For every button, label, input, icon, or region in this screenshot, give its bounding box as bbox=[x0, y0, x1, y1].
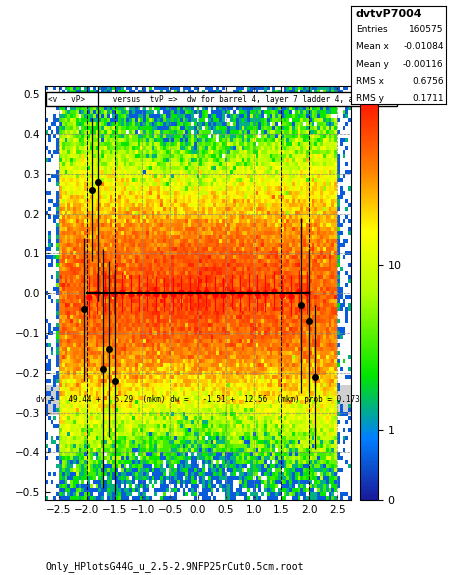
Text: RMS x: RMS x bbox=[356, 76, 384, 86]
Text: -0.01084: -0.01084 bbox=[403, 43, 444, 51]
Text: 0.6756: 0.6756 bbox=[412, 76, 444, 86]
Text: RMS y: RMS y bbox=[356, 94, 384, 103]
Text: 0.1711: 0.1711 bbox=[412, 94, 444, 103]
Text: 160575: 160575 bbox=[409, 25, 444, 34]
Text: dvtvP7004: dvtvP7004 bbox=[356, 9, 423, 18]
Bar bbox=[45, 385, 351, 415]
Text: -0.00116: -0.00116 bbox=[403, 60, 444, 68]
Text: Only_HPlotsG44G_u_2.5-2.9NFP25rCut0.5cm.root: Only_HPlotsG44G_u_2.5-2.9NFP25rCut0.5cm.… bbox=[45, 561, 303, 572]
Text: Mean x: Mean x bbox=[356, 43, 389, 51]
Text: dv =   49.44 +   5.29  (mkm) dw =   -1.51 +  12.56  (mkm) prob = 0.173: dv = 49.44 + 5.29 (mkm) dw = -1.51 + 12.… bbox=[36, 395, 360, 404]
Text: Entries: Entries bbox=[356, 25, 387, 34]
Text: <v - vP>      versus  tvP =>  dw for barrel 4, layer 7 ladder 4, all wafers: <v - vP> versus tvP => dw for barrel 4, … bbox=[48, 94, 395, 103]
Text: Mean y: Mean y bbox=[356, 60, 389, 68]
